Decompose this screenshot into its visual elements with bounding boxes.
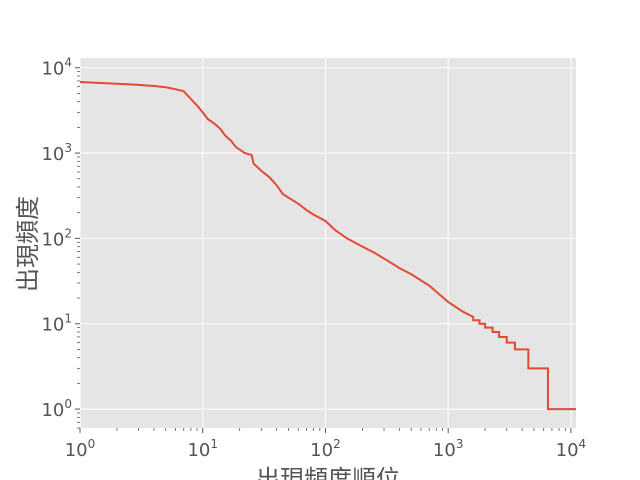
y-tick-label: 102 [41, 226, 72, 250]
y-tick-label: 103 [41, 141, 72, 165]
x-tick-label: 101 [187, 437, 218, 461]
series-line [79, 81, 576, 411]
y-tick-label: 100 [41, 397, 72, 421]
y-tick-label: 101 [41, 312, 72, 336]
y-axis-label: 出現頻度 [14, 196, 42, 292]
x-tick-label: 102 [310, 437, 341, 461]
x-tick-label: 104 [556, 437, 587, 461]
x-tick-label: 100 [65, 437, 96, 461]
x-axis-label: 出現頻度順位 [256, 465, 400, 480]
grid [79, 58, 576, 428]
tick-labels: 100 101 102 103 104 100 101 102 103 104 [41, 56, 586, 461]
x-tick-label: 103 [433, 437, 464, 461]
y-tick-label: 104 [41, 56, 72, 80]
axis-ticks [75, 67, 572, 433]
plot-area [80, 58, 576, 428]
